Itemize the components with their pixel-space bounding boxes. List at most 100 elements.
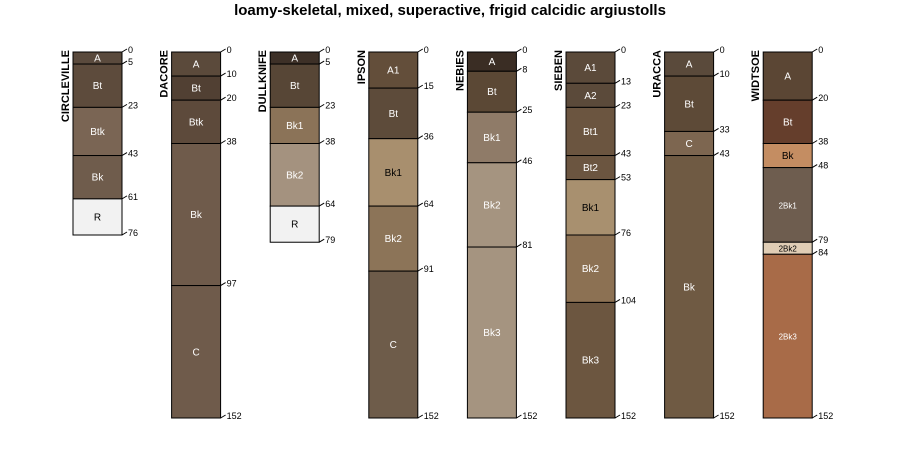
depth-tick <box>417 202 424 207</box>
horizon-btk <box>72 106 123 157</box>
depth-tick <box>811 250 818 255</box>
profile-widtsoe: WIDTSOE A Bt Bk 2Bk1 2Bk2 2Bk3 0 20 38 48 79 84 152 <box>750 45 833 421</box>
horizon-label: Bk1 <box>286 121 304 132</box>
horizon-label: 2Bk1 <box>779 201 798 210</box>
profile-name: NEBIES <box>454 50 466 91</box>
depth-tick <box>713 72 719 77</box>
depth-label: 64 <box>424 199 434 209</box>
depth-label: 0 <box>424 45 429 55</box>
horizon-bk <box>762 143 813 169</box>
horizon-btk <box>171 99 222 145</box>
horizon-label: A1 <box>387 66 400 77</box>
horizon-label: Btk <box>90 127 105 138</box>
horizon-bk3 <box>466 246 517 419</box>
depth-tick <box>220 282 226 286</box>
depth-tick <box>417 48 424 53</box>
depth-label: 25 <box>522 105 532 115</box>
depth-label: 23 <box>128 100 138 110</box>
depth-label: 0 <box>818 45 823 55</box>
depth-label: 152 <box>621 411 636 421</box>
depth-tick <box>713 48 719 53</box>
depth-label: 61 <box>128 192 138 202</box>
depth-label: 152 <box>720 411 735 421</box>
horizon-bk2 <box>368 205 419 272</box>
depth-label: 152 <box>424 411 439 421</box>
profile-name: URACCA <box>652 50 664 98</box>
horizon-label: Bk2 <box>286 170 304 181</box>
horizon-label: A <box>686 60 693 71</box>
depth-label: 23 <box>325 100 335 110</box>
depth-label: 36 <box>424 132 434 142</box>
depth-label: 13 <box>621 76 631 86</box>
depth-tick <box>811 414 818 419</box>
profile-dullknife: DULLKNIFE A Bt Bk1 Bk2 R 0 5 23 38 64 79 <box>257 45 335 245</box>
depth-label: 48 <box>818 161 828 171</box>
depth-label: 15 <box>424 81 434 91</box>
depth-label: 0 <box>227 45 232 55</box>
depth-tick <box>811 140 818 144</box>
depth-tick <box>220 140 226 144</box>
depth-tick <box>121 195 128 200</box>
depth-label: 0 <box>621 45 626 55</box>
depth-tick <box>614 152 621 156</box>
depth-tick <box>713 152 719 156</box>
depth-label: 53 <box>621 173 631 183</box>
horizon-label: Bt2 <box>583 163 598 174</box>
depth-tick <box>318 238 325 243</box>
horizon-label: A1 <box>584 63 597 74</box>
horizon-label: Bt <box>191 84 201 95</box>
horizon-label: Bk2 <box>385 234 403 245</box>
depth-label: 33 <box>720 124 730 134</box>
depth-label: 91 <box>424 264 434 274</box>
horizon-label: Bt <box>389 109 399 120</box>
depth-tick <box>614 103 621 108</box>
profile-dacore: DACORE A Bt Btk Bk C 0 10 20 38 97 152 <box>159 45 242 421</box>
depth-label: 76 <box>128 228 138 238</box>
depth-tick <box>811 164 818 169</box>
depth-tick <box>516 159 522 164</box>
horizon-label: A <box>291 54 298 65</box>
horizon-label: Bk <box>782 151 795 162</box>
horizon-label: Bk2 <box>483 200 501 211</box>
horizon-bk3 <box>565 301 616 419</box>
horizon-bt <box>762 99 813 145</box>
horizon-a1 <box>565 51 616 84</box>
depth-tick <box>121 231 128 236</box>
horizon-label: Bt <box>487 87 497 98</box>
depth-label: 38 <box>325 137 335 147</box>
horizon-r <box>72 198 123 236</box>
depth-tick <box>516 414 522 419</box>
depth-tick <box>811 48 818 53</box>
depth-tick <box>417 414 424 419</box>
depth-label: 46 <box>522 156 532 166</box>
depth-tick <box>121 152 128 156</box>
horizon-bt <box>664 75 715 132</box>
horizon-bk2 <box>565 234 616 303</box>
horizon-label: C <box>685 139 692 150</box>
depth-label: 8 <box>522 64 527 74</box>
horizon-label: R <box>94 212 101 223</box>
horizon-label: Bk3 <box>483 328 501 339</box>
profile-name: DACORE <box>159 50 171 98</box>
depth-label: 76 <box>621 228 631 238</box>
horizon-bt <box>269 63 320 108</box>
horizon-label: Bt1 <box>583 127 598 138</box>
horizon-bk2 <box>269 143 320 207</box>
depth-tick <box>417 135 424 140</box>
depth-tick <box>614 414 621 419</box>
horizon-label: R <box>291 220 298 231</box>
horizon-label: A2 <box>584 91 597 102</box>
depth-label: 43 <box>128 149 138 159</box>
depth-tick <box>811 96 818 101</box>
depth-tick <box>516 67 522 72</box>
profile-circleville: CIRCLEVILLE A Bt Btk Bk R 0 5 23 43 61 76 <box>60 45 138 238</box>
depth-label: 81 <box>522 240 532 250</box>
depth-label: 84 <box>818 247 828 257</box>
horizon-bk <box>664 155 715 419</box>
profile-name: DULLKNIFE <box>257 50 269 112</box>
horizon-label: Bk <box>683 282 696 293</box>
depth-label: 152 <box>818 411 833 421</box>
profile-name: SIEBEN <box>553 50 565 91</box>
depth-label: 0 <box>720 45 725 55</box>
